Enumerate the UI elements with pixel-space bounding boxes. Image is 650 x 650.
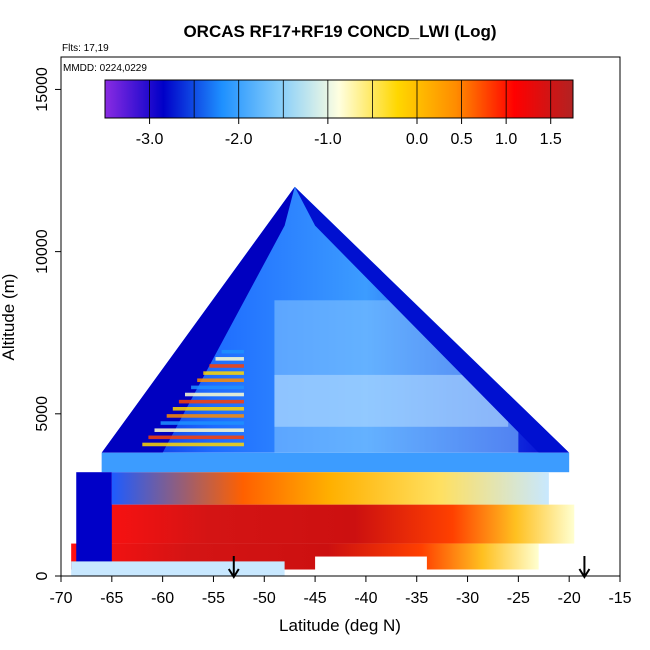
streak [172,407,244,411]
blue-edge [101,186,295,453]
chart-title: ORCAS RF17+RF19 CONCD_LWI (Log) [183,22,496,41]
x-tick-label: -60 [151,590,174,607]
layer-5 [315,556,427,576]
colorbar-tick-label: 1.5 [540,131,562,148]
streak [148,435,244,440]
x-tick-label: -15 [608,590,631,607]
colorbar-tick-label: 0.5 [450,131,472,148]
streak [203,371,244,375]
x-tick-label: -65 [100,590,123,607]
x-tick-label: -45 [304,590,327,607]
x-tick-label: -20 [558,590,581,607]
colorbar-tick-label: -3.0 [136,131,164,148]
layer-0 [101,452,570,473]
y-tick-label: 5000 [34,396,51,432]
colorbar-tick-label: -2.0 [225,131,253,148]
streak [160,421,244,425]
flights-annotation: Flts: 17,19 [62,43,109,54]
colorbar-tick-label: 1.0 [495,131,517,148]
colorbar-tick-label: -1.0 [314,131,342,148]
marker-arrow [578,568,591,579]
layer-1 [111,472,549,505]
streak [142,442,244,447]
light-band [274,374,509,427]
y-tick-label: 15000 [34,67,51,112]
streak [209,364,244,368]
x-tick-label: -25 [507,590,530,607]
streak [197,378,244,383]
y-axis-label: Altitude (m) [0,274,18,361]
layer-2 [86,504,575,544]
heatmap-area [71,186,575,576]
axes: -70 -65 -60 -55 -50 -45 -40 -35 -30 -25 -20 -15 0 500… [34,67,632,607]
streak [154,428,244,432]
blue-edge [294,186,570,453]
x-tick-label: -40 [354,590,377,607]
blue-edge [76,472,112,570]
x-axis-label: Latitude (deg N) [279,616,401,635]
y-tick-label: 0 [34,571,51,580]
streak [221,349,244,354]
dates-annotation: MMDD: 0224,0229 [63,63,147,74]
x-tick-label: -70 [49,590,72,607]
streak [215,357,244,361]
colorbar: -3.0 -2.0 -1.0 0.0 0.5 1.0 1.5 [104,79,574,148]
streak [191,385,244,390]
colorbar-tick-label: 0.0 [406,131,428,148]
x-tick-label: -50 [253,590,276,607]
streak [178,399,244,404]
x-tick-label: -30 [456,590,479,607]
colorbar-gradient [104,79,574,119]
x-tick-label: -55 [202,590,225,607]
streak [166,414,244,418]
y-tick-label: 10000 [34,229,51,274]
marker-arrow [227,568,240,579]
streak [184,392,244,397]
layer-4 [71,561,285,576]
x-tick-label: -35 [405,590,428,607]
